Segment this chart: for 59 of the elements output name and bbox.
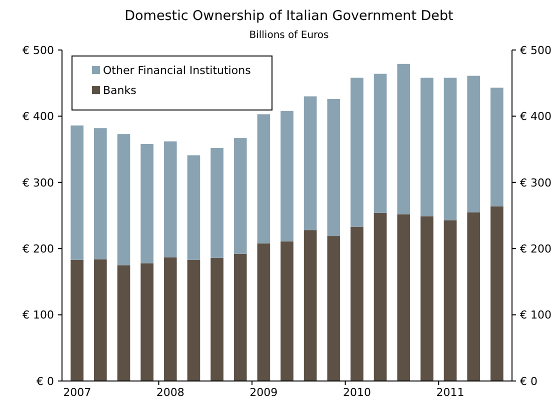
bar	[444, 78, 457, 220]
x-tick-label: 2008	[156, 386, 184, 399]
y2-tick-label: € 300	[520, 176, 552, 190]
bar	[140, 263, 154, 381]
bar	[140, 144, 154, 264]
y2-tick-label: € 400	[520, 110, 552, 124]
bar	[327, 98, 340, 236]
bar	[187, 260, 200, 381]
y-tick-label: € 100	[22, 308, 54, 322]
y2-tick-label: € 0	[520, 374, 538, 388]
bar	[374, 212, 387, 381]
bar	[374, 74, 387, 213]
bar	[117, 265, 130, 381]
bar	[397, 64, 410, 214]
y2-tick-label: € 500	[520, 44, 552, 57]
bar	[304, 96, 317, 230]
x-tick-label: 2010	[342, 386, 371, 399]
y-tick-label: € 400	[22, 110, 54, 124]
bar	[234, 254, 247, 381]
bar	[210, 258, 224, 381]
legend-label: Other Financial Institutions	[103, 64, 252, 77]
y2-tick-label: € 100	[520, 308, 552, 322]
chart-title: Domestic Ownership of Italian Government Debt	[124, 8, 454, 24]
y-tick-label: € 0	[36, 374, 54, 388]
y-tick-label: € 300	[22, 176, 54, 190]
bar	[350, 226, 364, 381]
legend-label: Banks	[103, 84, 137, 97]
bar	[234, 138, 247, 254]
bar	[350, 78, 364, 227]
bar	[280, 110, 294, 242]
bar	[397, 214, 410, 381]
bar	[117, 134, 130, 266]
bar	[94, 128, 107, 260]
bar	[304, 230, 317, 381]
bar	[70, 125, 84, 260]
bar	[70, 260, 84, 381]
bar	[490, 206, 504, 381]
x-tick-label: 2007	[63, 386, 92, 399]
bar	[420, 78, 434, 216]
bar	[444, 220, 457, 381]
x-tick-label: 2011	[436, 386, 464, 399]
bar	[257, 114, 270, 244]
bar	[420, 216, 434, 381]
bar	[280, 241, 294, 381]
bar	[467, 212, 480, 381]
y-tick-label: € 200	[22, 242, 54, 256]
x-tick-label: 2009	[250, 386, 278, 399]
bar	[210, 148, 224, 258]
bar	[467, 76, 480, 212]
bar	[327, 236, 340, 381]
bar	[164, 257, 177, 381]
bar	[94, 259, 107, 381]
y2-tick-label: € 200	[520, 242, 552, 256]
chart-subtitle: Billions of Euros	[249, 30, 329, 41]
bar	[164, 141, 177, 258]
bar	[187, 155, 200, 260]
y-tick-label: € 500	[22, 44, 54, 57]
bar	[257, 243, 270, 381]
bar	[490, 88, 504, 206]
